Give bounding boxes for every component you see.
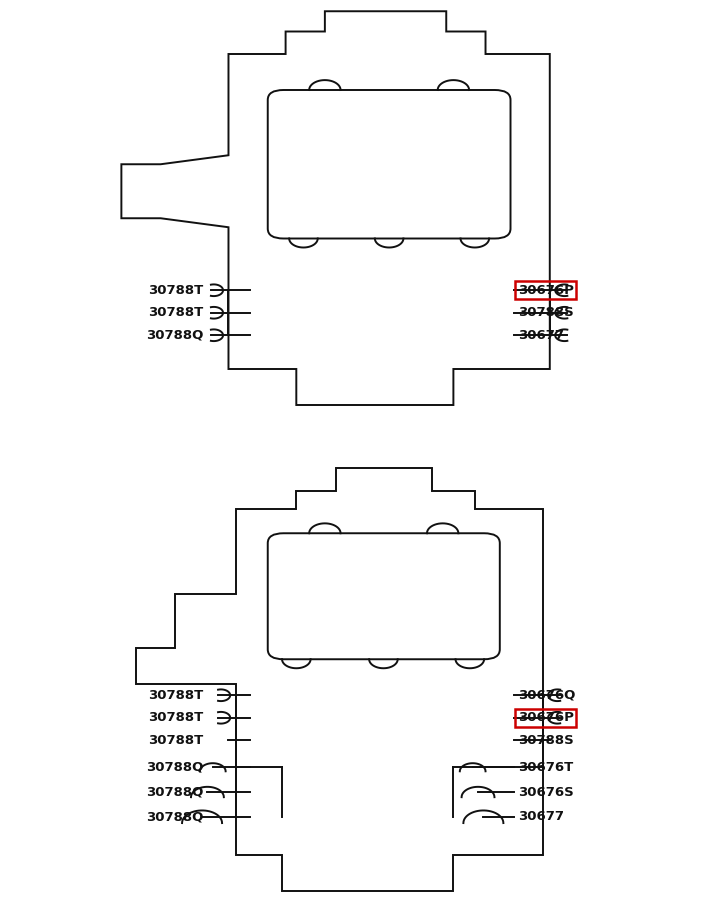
Text: 30676P: 30676P	[518, 711, 573, 724]
Text: 30788Q: 30788Q	[146, 760, 203, 774]
Text: 30788S: 30788S	[518, 734, 573, 747]
Text: 30788Q: 30788Q	[146, 810, 203, 824]
Text: 30788T: 30788T	[149, 284, 203, 297]
Text: 30788T: 30788T	[149, 734, 203, 747]
Text: 30676T: 30676T	[518, 760, 573, 774]
Text: 30676Q: 30676Q	[518, 688, 575, 702]
Text: 30788Q: 30788Q	[146, 786, 203, 798]
Text: 30677: 30677	[518, 328, 563, 342]
Text: 30788S: 30788S	[518, 306, 573, 319]
Text: 30676P: 30676P	[518, 284, 573, 297]
Text: 30788T: 30788T	[149, 711, 203, 724]
Text: 30676S: 30676S	[518, 786, 573, 798]
Text: 30788T: 30788T	[149, 688, 203, 702]
Text: 30788T: 30788T	[149, 306, 203, 319]
Text: 30788Q: 30788Q	[146, 328, 203, 342]
Text: 30677: 30677	[518, 810, 563, 824]
